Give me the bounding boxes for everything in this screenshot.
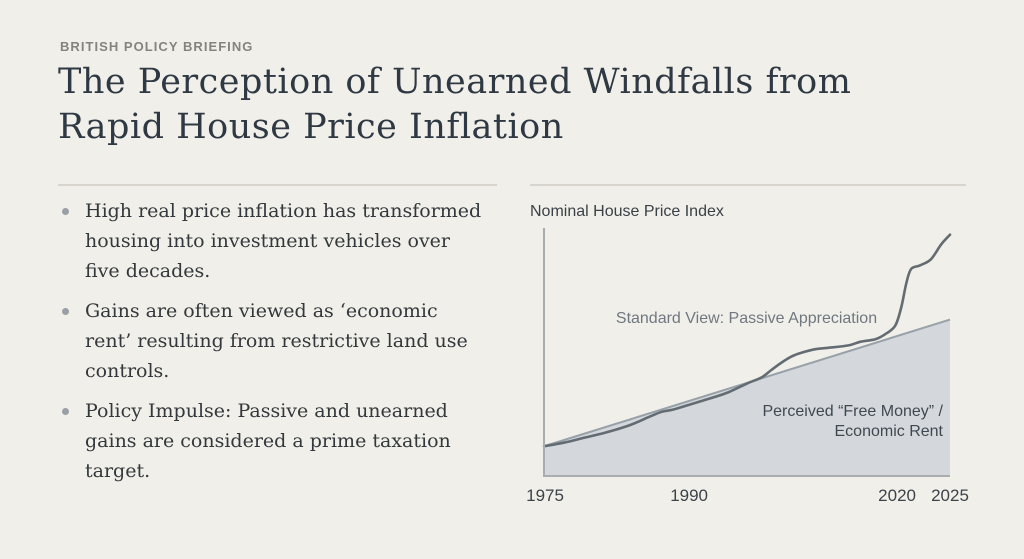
chart-annotation-standard-view: Standard View: Passive Appreciation (615, 310, 878, 327)
page-title: The Perception of Unearned Windfalls fro… (58, 62, 852, 147)
chart-annotation-perceived-rent: Perceived “Free Money” / Economic Rent (762, 403, 943, 440)
x-tick-label-2025: 2025 (931, 486, 969, 505)
chart-title: Nominal House Price Index (530, 203, 724, 220)
x-tick-label-1990: 1990 (670, 486, 709, 505)
bullet-dot-icon (62, 308, 69, 315)
bullet-list: High real price inflation has transforme… (58, 196, 508, 496)
list-item: Policy Impulse: Passive and unearned gai… (58, 396, 508, 486)
house-price-chart (542, 228, 952, 477)
right-column-divider (530, 184, 966, 186)
bullet-text: High real price inflation has transforme… (85, 200, 482, 282)
list-item: High real price inflation has transforme… (58, 196, 508, 286)
list-item: Gains are often viewed as ‘economic rent… (58, 296, 508, 386)
bullet-text: Gains are often viewed as ‘economic rent… (85, 300, 468, 382)
kicker-label: BRITISH POLICY BRIEFING (60, 39, 254, 54)
bullet-dot-icon (62, 408, 69, 415)
x-tick-label-1975: 1975 (526, 486, 564, 505)
bullet-dot-icon (62, 208, 69, 215)
bullet-text: Policy Impulse: Passive and unearned gai… (85, 400, 451, 482)
x-tick-label-2020: 2020 (878, 486, 916, 505)
left-column-divider (58, 184, 497, 186)
